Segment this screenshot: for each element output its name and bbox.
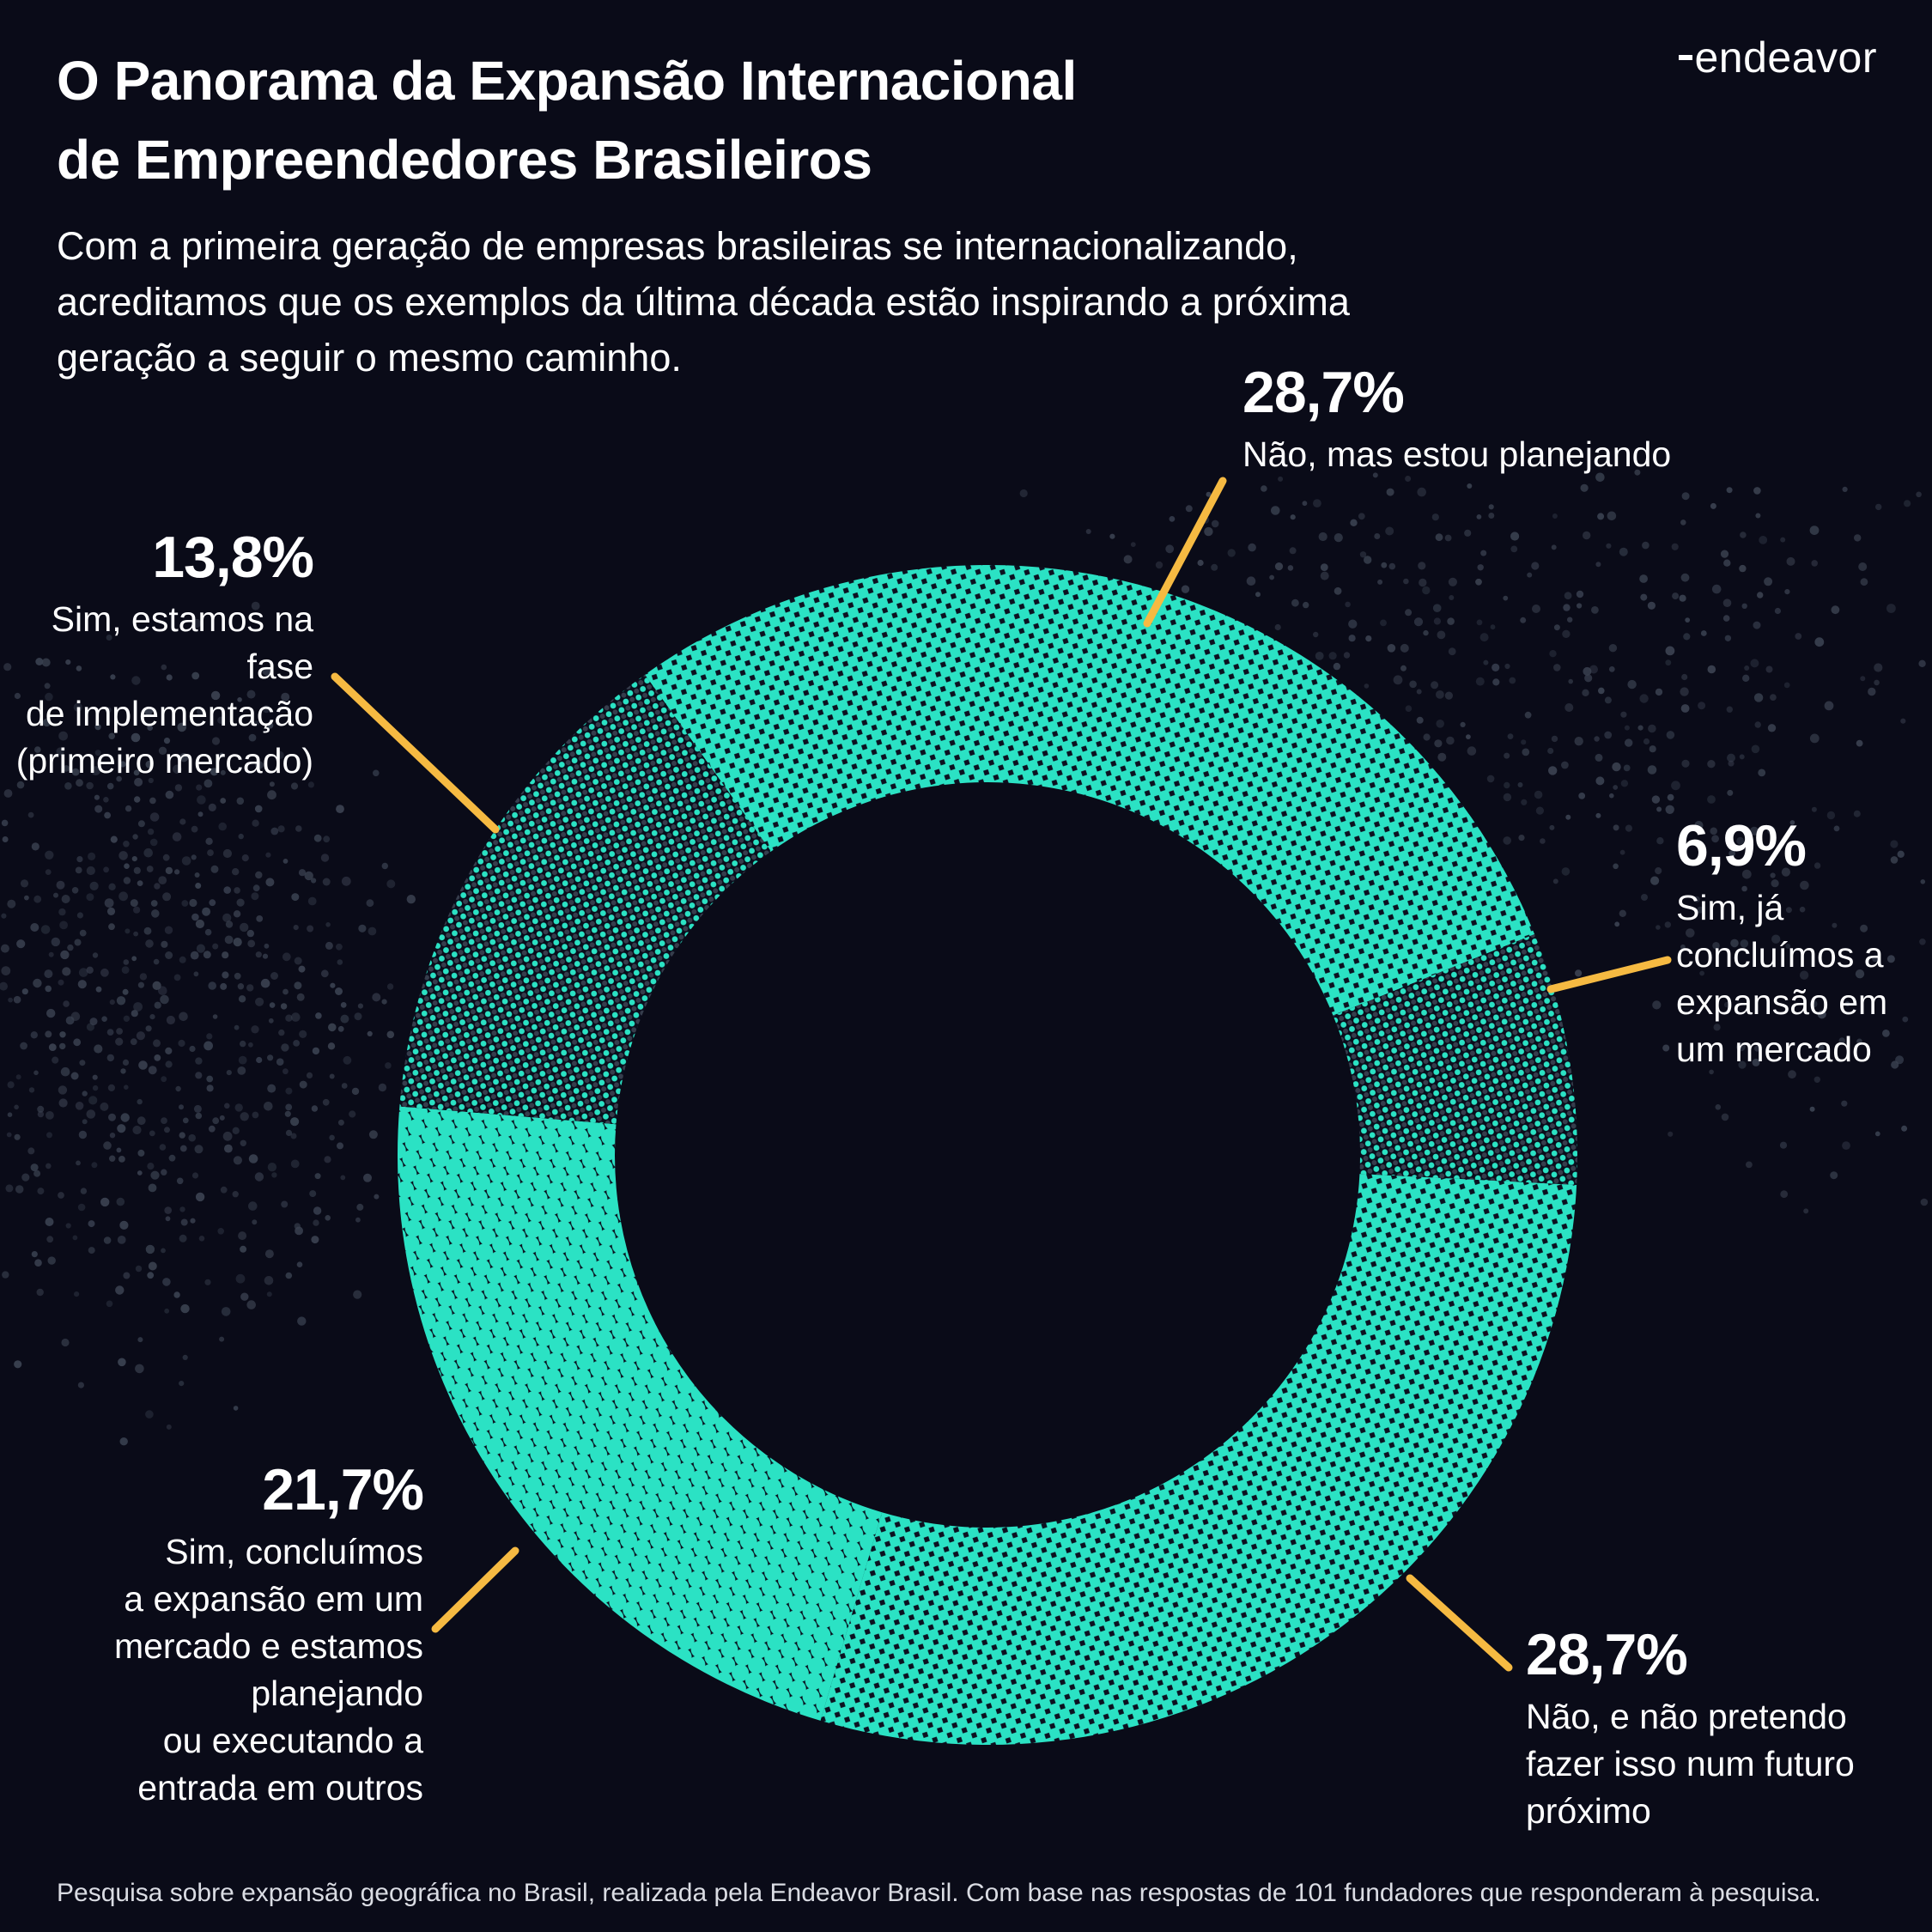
page-title: O Panorama da Expansão Internacional de … — [57, 50, 1077, 191]
callout-sim-fase-implementacao: 13,8% Sim, estamos na fase de implementa… — [0, 525, 314, 785]
donut-segment-3 — [398, 1106, 883, 1721]
endeavor-logo: endeavor — [1678, 33, 1878, 82]
segment-label: Sim, já concluímos a expansão em um merc… — [1676, 888, 1888, 1069]
leader-line-2 — [1406, 1574, 1513, 1672]
donut-segment-1 — [1333, 933, 1577, 1185]
segment-value: 13,8% — [152, 525, 314, 590]
logo-text: endeavor — [1694, 33, 1877, 82]
segment-label: Sim, concluímos a expansão em um mercado… — [113, 1532, 423, 1807]
map-dot-cluster — [0, 469, 1929, 1446]
leader-line-1 — [1546, 956, 1672, 993]
header: O Panorama da Expansão Internacional de … — [57, 41, 1350, 386]
segment-label: Sim, estamos na fase de implementação (p… — [15, 599, 313, 781]
leader-line-0 — [1143, 477, 1227, 628]
leader-line-3 — [431, 1546, 519, 1633]
callout-nao-e-nao-pretendo: 28,7% Não, e não pretendo fazer isso num… — [1526, 1623, 1855, 1835]
donut-segment-0 — [645, 564, 1535, 1016]
segment-label: Não, mas estou planejando — [1242, 434, 1672, 474]
donut-segment-4 — [399, 674, 771, 1125]
callout-sim-concluimos-e-planejando: 21,7% Sim, concluímos a expansão em um m… — [113, 1457, 424, 1812]
segment-value: 28,7% — [1242, 360, 1405, 425]
segment-label: Não, e não pretendo fazer isso num futur… — [1526, 1697, 1855, 1831]
callout-sim-ja-concluimos: 6,9% Sim, já concluímos a expansão em um… — [1676, 814, 1887, 1073]
callout-nao-mas-estou-planejando: 28,7% Não, mas estou planejando — [1242, 361, 1671, 478]
logo-dash-icon — [1678, 55, 1692, 60]
page-subtitle: Com a primeira geração de empresas brasi… — [57, 224, 1350, 380]
source-note: Pesquisa sobre expansão geográfica no Br… — [57, 1879, 1821, 1907]
donut-segment-2 — [820, 1174, 1577, 1745]
leader-line-4 — [331, 672, 500, 834]
segment-value: 6,9% — [1676, 813, 1807, 878]
segment-value: 28,7% — [1526, 1622, 1688, 1687]
segment-value: 21,7% — [262, 1457, 424, 1522]
